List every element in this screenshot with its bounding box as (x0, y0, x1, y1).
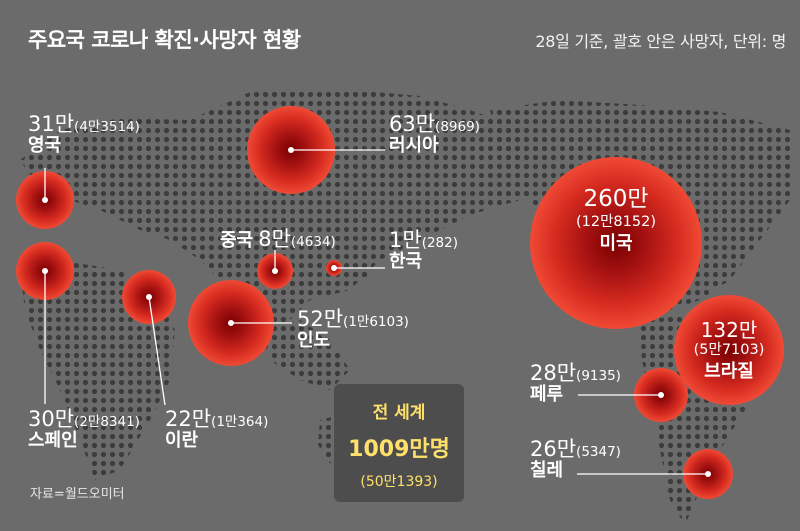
center-dots (42, 147, 711, 477)
label-iran: 22만(1만364) 이란 (165, 407, 268, 452)
eurasia (20, 88, 560, 330)
iran-deaths: (1만364) (211, 414, 269, 430)
unit-note: 28일 기준, 괄호 안은 사망자, 단위: 명 (535, 32, 786, 51)
peru-deaths: (9135) (576, 368, 621, 384)
label-russia: 63만(8969) 러시아 (389, 112, 480, 157)
world-total-box: 전 세계 1009만명 (50만1393) (334, 384, 464, 502)
label-usa: 260만 (12만8152) 미국 (556, 186, 676, 255)
peru-cases: 28만 (530, 361, 577, 385)
chile-deaths: (5347) (576, 444, 621, 460)
korea-name: 한국 (389, 251, 423, 273)
usa-name: 미국 (599, 232, 633, 254)
label-india: 52만(1만6103) 인도 (297, 307, 409, 352)
label-china: 중국 8만(4634) (220, 227, 336, 252)
label-korea: 1만(282) 한국 (389, 228, 458, 273)
spain-cases: 30만 (28, 407, 75, 431)
chile-name: 칠레 (530, 460, 564, 482)
world-deaths: (50만1393) (360, 474, 438, 490)
usa-cases: 260만 (583, 186, 649, 212)
label-spain: 30만(2만8341) 스페인 (28, 407, 140, 452)
iran-name: 이란 (165, 430, 199, 452)
uk-deaths: (4만3514) (74, 119, 140, 135)
label-peru: 28만(9135) 페루 (530, 361, 621, 406)
southeast-asia (260, 320, 350, 390)
label-chile: 26만(5347) 칠레 (530, 437, 621, 482)
world-label: 전 세계 (372, 403, 426, 423)
russia-deaths: (8969) (435, 119, 480, 135)
bubble-usa (530, 157, 702, 329)
korea-cases: 1만 (389, 228, 422, 252)
korea-deaths: (282) (421, 235, 458, 251)
chile-cases: 26만 (530, 437, 577, 461)
russia-cases: 63만 (389, 112, 436, 136)
spain-name: 스페인 (28, 430, 78, 452)
uk-name: 영국 (28, 135, 62, 157)
india-deaths: (1만6103) (343, 314, 409, 330)
china-deaths: (4634) (290, 234, 336, 250)
india-cases: 52만 (297, 307, 344, 331)
leader-lines (44, 149, 708, 475)
spain-deaths: (2만8341) (74, 414, 140, 430)
brazil-deaths: (5만7103) (693, 342, 765, 358)
russia-name: 러시아 (389, 135, 439, 157)
bubble-brazil (674, 295, 784, 405)
usa-deaths: (12만8152) (575, 213, 656, 230)
china-name: 중국 (220, 230, 254, 251)
brazil-name: 브라질 (704, 361, 754, 383)
label-uk: 31만(4만3514) 영국 (28, 112, 140, 157)
world-cases: 1009만명 (348, 437, 450, 462)
leader-iran (148, 296, 166, 406)
china-cases: 8만 (258, 227, 291, 251)
brazil-cases: 132만 (700, 318, 758, 342)
iran-cases: 22만 (165, 407, 212, 431)
uk-cases: 31만 (28, 112, 75, 136)
source-note: 자료=월드오미터 (30, 487, 125, 502)
india-name: 인도 (297, 330, 331, 352)
peru-name: 페루 (530, 384, 564, 406)
page-title: 주요국 코로나 확진·사망자 현황 (28, 28, 301, 52)
label-brazil: 132만 (5만7103) 브라질 (674, 318, 784, 383)
